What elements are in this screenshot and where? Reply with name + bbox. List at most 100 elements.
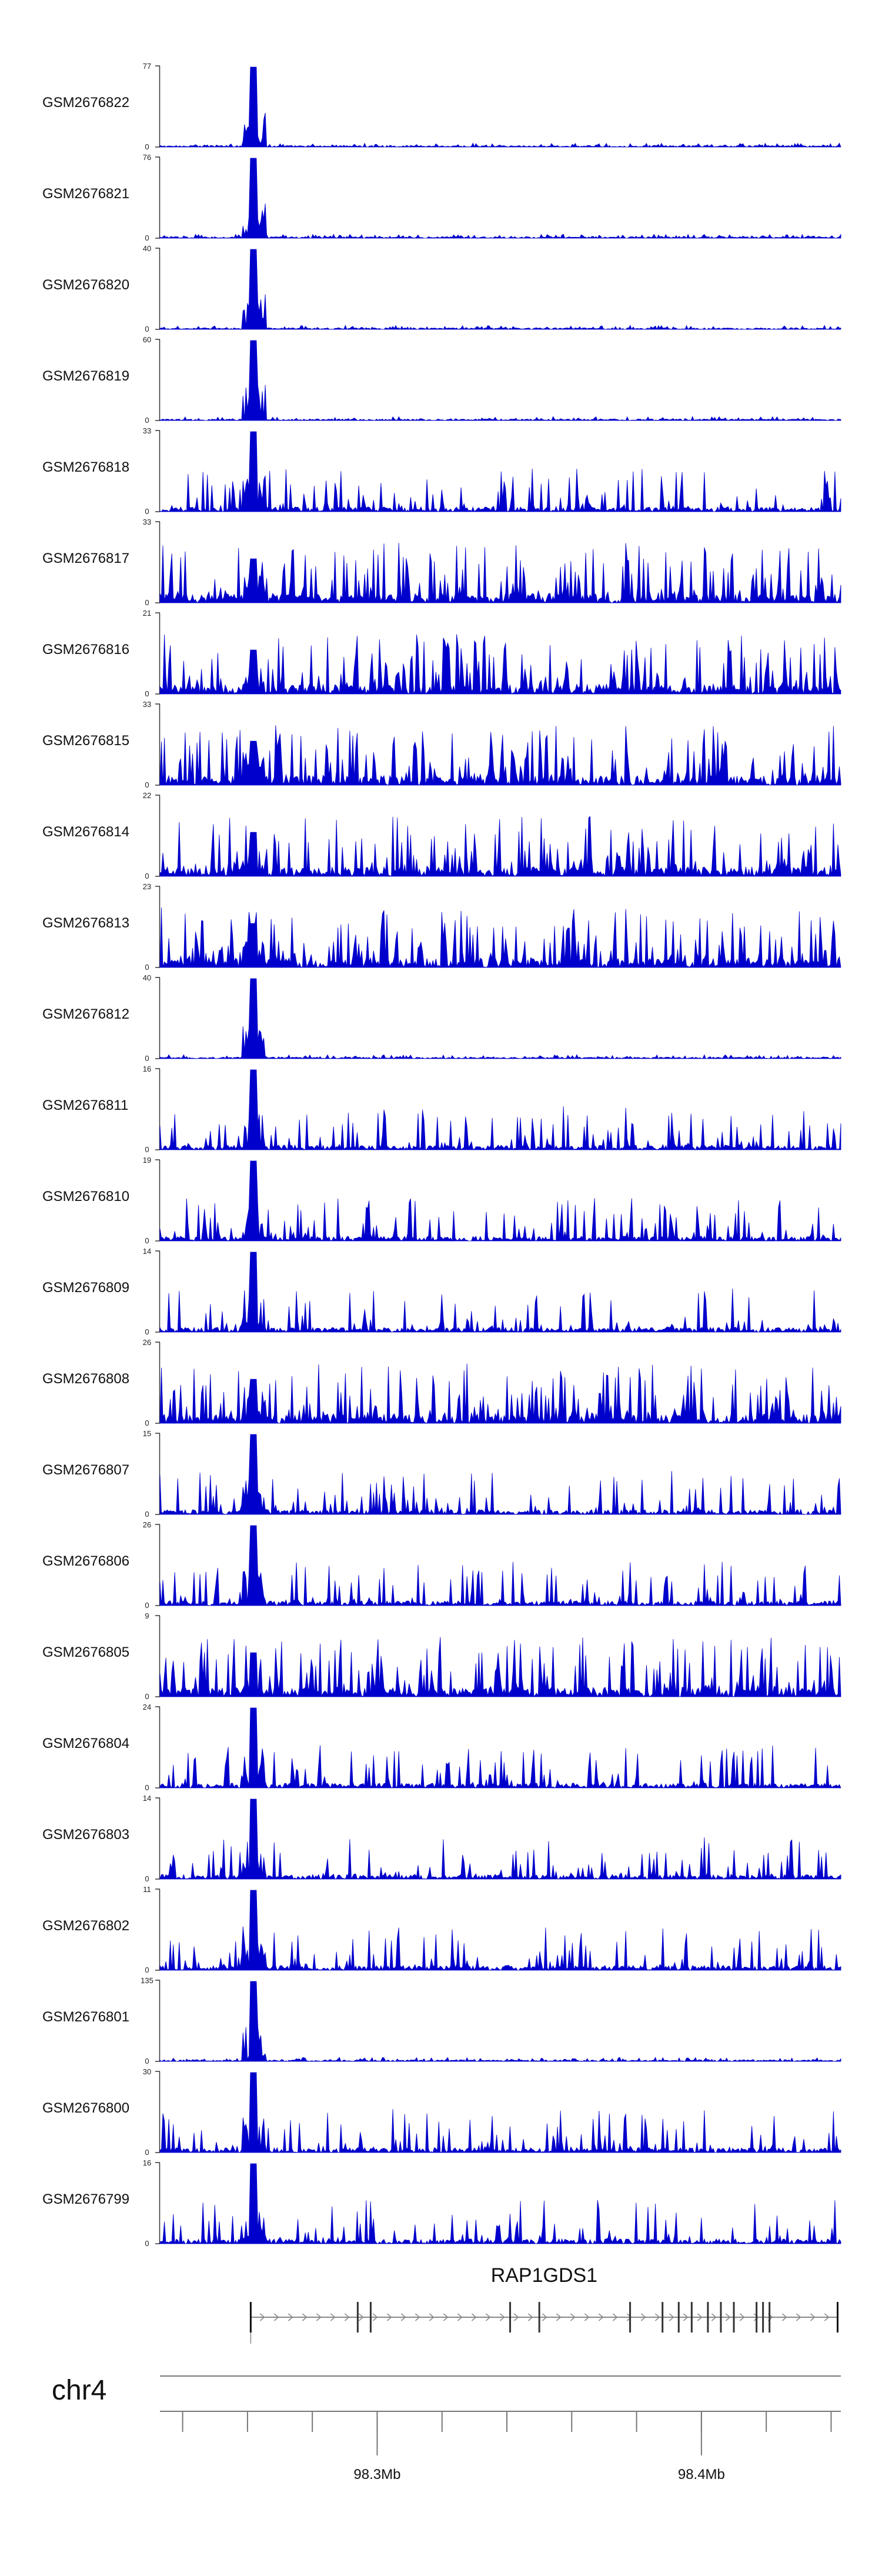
y-min-label: 0 <box>145 1692 149 1701</box>
exon <box>369 2302 372 2333</box>
y-max-label: 15 <box>143 1429 151 1438</box>
gene-name-label: RAP1GDS1 <box>491 2264 597 2287</box>
track-label: GSM2676802 <box>42 1918 129 1934</box>
strand-arrow <box>796 2313 801 2321</box>
exon <box>756 2302 758 2333</box>
strand-arrow <box>259 2313 265 2321</box>
exon <box>662 2302 664 2333</box>
strand-arrow <box>386 2313 392 2321</box>
signal-area <box>159 634 841 695</box>
track-GSM2676821: GSM2676821 76 0 <box>42 153 841 242</box>
track-label: GSM2676801 <box>42 2009 129 2025</box>
y-max-label: 9 <box>145 1611 149 1620</box>
strand-arrow <box>471 2313 477 2321</box>
signal-area <box>159 1252 841 1333</box>
strand-arrow <box>358 2313 364 2321</box>
y-min-label: 0 <box>145 142 149 151</box>
exon <box>356 2302 359 2333</box>
track-GSM2676805: GSM2676805 9 0 <box>42 1611 841 1701</box>
strand-arrow <box>273 2313 279 2321</box>
strand-arrow <box>400 2313 406 2321</box>
signal-tracks: GSM2676822770GSM2676821760GSM2676820400G… <box>42 62 841 2248</box>
x-tick-label: 98.4Mb <box>678 2467 725 2482</box>
track-GSM2676807: GSM2676807 15 0 <box>42 1429 841 1519</box>
y-min-label: 0 <box>145 233 149 242</box>
y-min-label: 0 <box>145 1236 149 1245</box>
y-min-label: 0 <box>145 1145 149 1154</box>
track-GSM2676800: GSM2676800 30 0 <box>42 2067 841 2157</box>
signal-area <box>159 249 841 330</box>
signal-area <box>159 1069 841 1151</box>
y-max-label: 14 <box>143 1247 151 1256</box>
track-label: GSM2676807 <box>42 1462 129 1478</box>
signal-area <box>159 1981 841 2062</box>
y-max-label: 33 <box>143 700 151 709</box>
y-min-label: 0 <box>145 2148 149 2157</box>
y-max-label: 22 <box>143 791 151 800</box>
strand-arrow <box>485 2313 491 2321</box>
signal-area <box>159 1525 841 1607</box>
strand-arrow <box>372 2313 378 2321</box>
strand-arrow <box>598 2313 604 2321</box>
chromosome-label: chr4 <box>52 2375 106 2406</box>
strand-arrow <box>499 2313 505 2321</box>
strand-arrow <box>683 2313 689 2321</box>
track-GSM2676820: GSM2676820 40 0 <box>42 244 841 333</box>
signal-area <box>159 1798 841 1880</box>
track-label: GSM2676803 <box>42 1827 129 1843</box>
signal-area <box>159 907 841 968</box>
track-GSM2676815: GSM2676815 33 0 <box>42 700 841 789</box>
strand-arrow <box>527 2313 533 2321</box>
strand-arrow <box>669 2313 674 2321</box>
exon <box>720 2302 722 2333</box>
track-GSM2676803: GSM2676803 14 0 <box>42 1794 841 1883</box>
strand-arrow <box>584 2313 590 2321</box>
strand-arrow <box>415 2313 420 2321</box>
y-min-label: 0 <box>145 1601 149 1610</box>
strand-arrow <box>513 2313 519 2321</box>
track-label: GSM2676799 <box>42 2191 129 2207</box>
strand-arrow <box>697 2313 703 2321</box>
signal-area <box>159 543 841 604</box>
exon <box>762 2302 764 2333</box>
y-min-label: 0 <box>145 1054 149 1063</box>
track-label: GSM2676814 <box>42 824 129 840</box>
exon <box>249 2302 252 2333</box>
y-min-label: 0 <box>145 1327 149 1336</box>
track-GSM2676812: GSM2676812 40 0 <box>42 973 841 1063</box>
track-label: GSM2676812 <box>42 1006 129 1022</box>
y-min-label: 0 <box>145 780 149 789</box>
y-min-label: 0 <box>145 689 149 698</box>
signal-area <box>159 1637 841 1698</box>
y-min-label: 0 <box>145 963 149 972</box>
signal-area <box>159 1890 841 1971</box>
strand-arrow <box>739 2313 745 2321</box>
strand-arrow <box>344 2313 350 2321</box>
y-max-label: 26 <box>143 1338 151 1347</box>
track-GSM2676811: GSM2676811 16 0 <box>42 1065 841 1154</box>
track-label: GSM2676811 <box>42 1097 128 1113</box>
track-label: GSM2676813 <box>42 915 129 931</box>
signal-area <box>159 1434 841 1516</box>
track-GSM2676801: GSM2676801 135 0 <box>42 1976 841 2066</box>
track-label: GSM2676821 <box>42 186 129 202</box>
y-max-label: 16 <box>143 1065 151 1073</box>
y-min-label: 0 <box>145 1874 149 1883</box>
strand-arrow <box>640 2313 646 2321</box>
track-label: GSM2676820 <box>42 277 129 293</box>
y-max-label: 23 <box>143 882 151 891</box>
track-label: GSM2676808 <box>42 1371 129 1387</box>
exon <box>836 2302 838 2333</box>
track-GSM2676806: GSM2676806 26 0 <box>42 1520 841 1610</box>
track-GSM2676808: GSM2676808 26 0 <box>42 1338 841 1427</box>
y-min-label: 0 <box>145 325 149 333</box>
strand-arrow <box>725 2313 731 2321</box>
track-label: GSM2676818 <box>42 459 129 475</box>
track-label: GSM2676810 <box>42 1189 129 1204</box>
signal-area <box>159 340 841 421</box>
y-max-label: 21 <box>143 609 151 618</box>
y-min-label: 0 <box>145 872 149 880</box>
signal-area <box>159 1160 841 1242</box>
exon <box>733 2302 735 2333</box>
y-max-label: 40 <box>143 244 151 253</box>
